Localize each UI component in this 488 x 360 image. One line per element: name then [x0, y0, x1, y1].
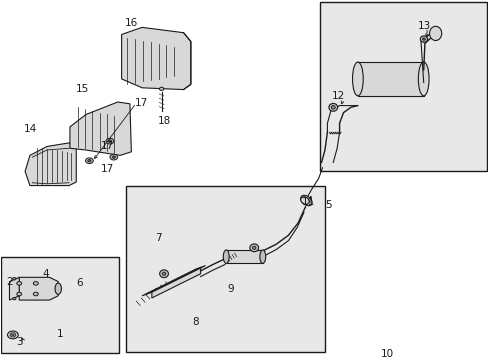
- Text: 11: 11: [302, 197, 315, 207]
- Ellipse shape: [7, 331, 18, 339]
- Ellipse shape: [419, 36, 427, 42]
- Ellipse shape: [112, 156, 115, 158]
- Text: 12: 12: [331, 91, 344, 101]
- Polygon shape: [9, 277, 19, 300]
- Ellipse shape: [110, 154, 118, 160]
- Text: 8: 8: [192, 318, 199, 328]
- Bar: [357, 62, 423, 96]
- Ellipse shape: [417, 62, 428, 96]
- Ellipse shape: [252, 246, 255, 249]
- Ellipse shape: [87, 159, 91, 162]
- Text: 10: 10: [380, 349, 393, 359]
- Text: 4: 4: [42, 269, 49, 279]
- Text: 3: 3: [16, 337, 22, 347]
- Ellipse shape: [259, 250, 265, 264]
- Text: 14: 14: [24, 124, 38, 134]
- Text: 17: 17: [100, 163, 113, 174]
- Polygon shape: [142, 266, 205, 296]
- Text: 1: 1: [57, 329, 63, 339]
- Ellipse shape: [13, 297, 16, 300]
- Ellipse shape: [33, 292, 38, 296]
- Ellipse shape: [12, 334, 14, 336]
- Text: 15: 15: [76, 84, 89, 94]
- Ellipse shape: [33, 282, 38, 285]
- Text: 2: 2: [6, 277, 13, 287]
- Text: 18: 18: [157, 116, 170, 126]
- Ellipse shape: [300, 197, 308, 204]
- Bar: [320, 3, 486, 171]
- Polygon shape: [152, 268, 200, 298]
- Text: 9: 9: [227, 284, 234, 294]
- Text: 6: 6: [76, 278, 83, 288]
- Polygon shape: [25, 143, 76, 186]
- Polygon shape: [19, 277, 58, 300]
- Text: 16: 16: [124, 18, 138, 28]
- Ellipse shape: [108, 140, 111, 143]
- Bar: [126, 186, 325, 352]
- Ellipse shape: [428, 26, 441, 41]
- Ellipse shape: [162, 272, 165, 275]
- Text: 17: 17: [134, 98, 147, 108]
- Ellipse shape: [106, 138, 114, 144]
- Polygon shape: [122, 27, 190, 90]
- Polygon shape: [70, 102, 131, 156]
- Ellipse shape: [352, 62, 363, 96]
- Ellipse shape: [17, 292, 21, 296]
- Ellipse shape: [13, 278, 16, 280]
- Ellipse shape: [330, 105, 334, 109]
- Ellipse shape: [159, 270, 168, 278]
- Ellipse shape: [300, 195, 311, 206]
- Text: 5: 5: [325, 200, 331, 210]
- Text: 17: 17: [100, 141, 113, 151]
- Ellipse shape: [10, 333, 16, 337]
- Ellipse shape: [55, 283, 61, 294]
- Text: 13: 13: [417, 21, 430, 31]
- Ellipse shape: [328, 103, 337, 111]
- Text: 7: 7: [155, 233, 162, 243]
- Ellipse shape: [17, 282, 21, 285]
- Ellipse shape: [422, 38, 425, 40]
- Ellipse shape: [85, 158, 93, 163]
- Bar: [226, 250, 262, 264]
- Bar: [0, 257, 119, 353]
- Ellipse shape: [223, 250, 229, 264]
- Ellipse shape: [159, 87, 163, 90]
- Ellipse shape: [249, 244, 258, 252]
